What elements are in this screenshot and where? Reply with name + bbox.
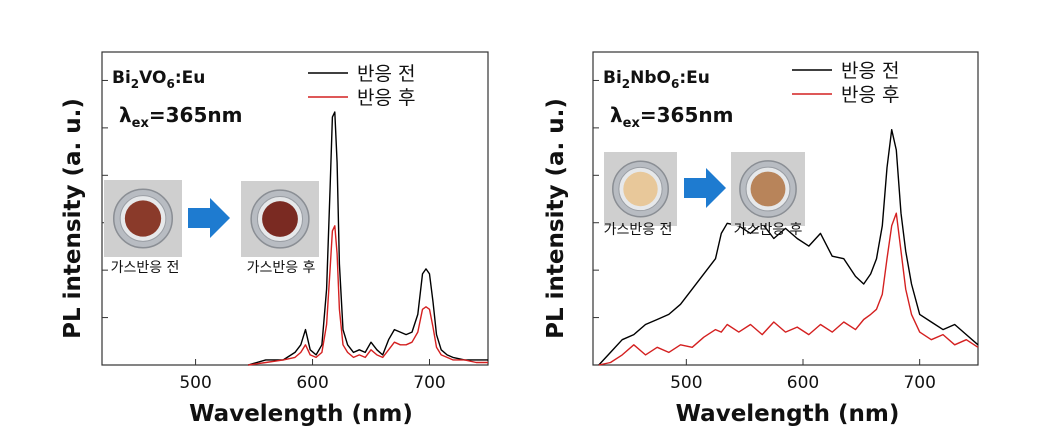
text-span: :Eu [175,68,206,88]
series-line-before [598,129,979,366]
text-span: λ [610,103,623,127]
text-span: 6 [671,77,679,91]
photo-caption-before: 가스반응 전 [111,260,180,276]
plot-frame [101,51,489,366]
x-tick-label: 500 [670,373,702,393]
text-span: =365nm [640,103,734,127]
x-tick-label: 600 [787,373,819,393]
sample-disc [750,171,786,207]
text-span: 6 [166,77,174,91]
series-line-after [598,212,979,366]
text-span: λ [119,103,132,127]
photo-before-reaction [104,180,182,257]
series-line-after [248,225,488,366]
photo-after-reaction [731,152,805,226]
text-span: ex [132,116,150,131]
series-line-before [248,111,488,366]
x-tick-label: 700 [413,373,445,393]
text-span: =365nm [149,103,243,127]
y-axis-title: PL intensity (a. u.) [60,98,86,339]
photo-caption-after: 가스반응 후 [734,222,803,238]
right-arrow-icon [684,168,726,208]
sample-disc [623,171,658,207]
legend-label: 반응 전 [357,63,415,85]
right-arrow-icon [188,198,230,238]
text-span: 2 [131,77,139,91]
text-span: ex [623,116,641,131]
y-axis-title: PL intensity (a. u.) [543,98,569,339]
sample-formula: Bi2VO6:Eu [112,68,205,91]
plot-frame [592,51,979,366]
excitation-label: λex=365nm [119,103,242,131]
photo-caption-after: 가스반응 후 [247,260,316,276]
legend-label: 반응 전 [841,60,899,82]
sample-disc [262,201,298,237]
text-span: Bi [603,68,622,88]
legend-label: 반응 후 [357,87,415,109]
x-axis-title: Wavelength (nm) [676,401,900,427]
photo-after-reaction [241,181,319,257]
sample-disc [124,200,162,237]
x-tick-label: 700 [903,373,935,393]
x-tick-label: 500 [179,373,211,393]
text-span: Bi [112,68,131,88]
sample-formula: Bi2NbO6:Eu [603,68,710,91]
photo-before-reaction [604,152,677,226]
photo-caption-before: 가스반응 전 [604,222,673,238]
text-span: NbO [630,68,671,88]
text-span: 2 [622,77,630,91]
x-axis-title: Wavelength (nm) [189,401,413,427]
legend-label: 반응 후 [841,84,899,106]
x-tick-label: 600 [296,373,328,393]
text-span: VO [139,68,166,88]
text-span: :Eu [679,68,710,88]
excitation-label: λex=365nm [610,103,733,131]
